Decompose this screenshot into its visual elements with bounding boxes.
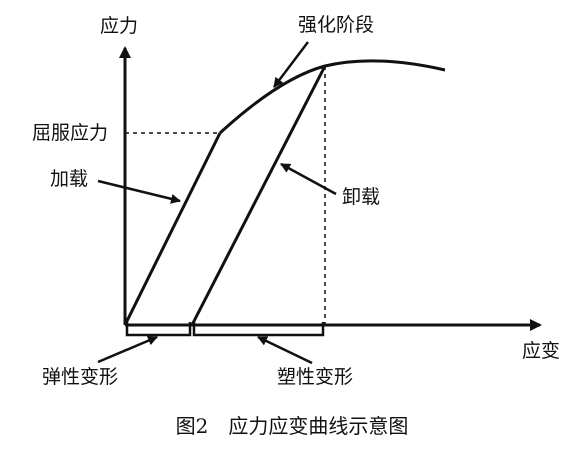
- unloading-pointer-arrow: [280, 162, 337, 196]
- plastic-deformation-label: 塑性变形: [277, 366, 353, 388]
- y-axis-label: 应力: [100, 15, 138, 37]
- loading-line: [123, 132, 222, 326]
- yield-stress-label: 屈服应力: [32, 122, 108, 144]
- strengthening-pointer-arrow: [273, 41, 309, 88]
- elastic-deformation-label: 弹性变形: [42, 366, 118, 388]
- strengthening-label: 强化阶段: [298, 14, 374, 36]
- plastic-deformation-bracket: [192, 322, 325, 337]
- elastic-pointer-arrow: [97, 335, 158, 364]
- loading-label: 加载: [50, 168, 88, 190]
- figure-caption: 图2 应力应变曲线示意图: [176, 414, 409, 438]
- loading-pointer-arrow: [97, 179, 181, 204]
- unloading-label: 卸载: [342, 186, 380, 208]
- x-axis-label: 应变: [522, 340, 560, 362]
- plastic-pointer-arrow: [257, 335, 313, 365]
- elastic-deformation-bracket: [125, 322, 192, 337]
- unloading-line: [190, 65, 327, 326]
- strengthening-curve: [218, 59, 446, 135]
